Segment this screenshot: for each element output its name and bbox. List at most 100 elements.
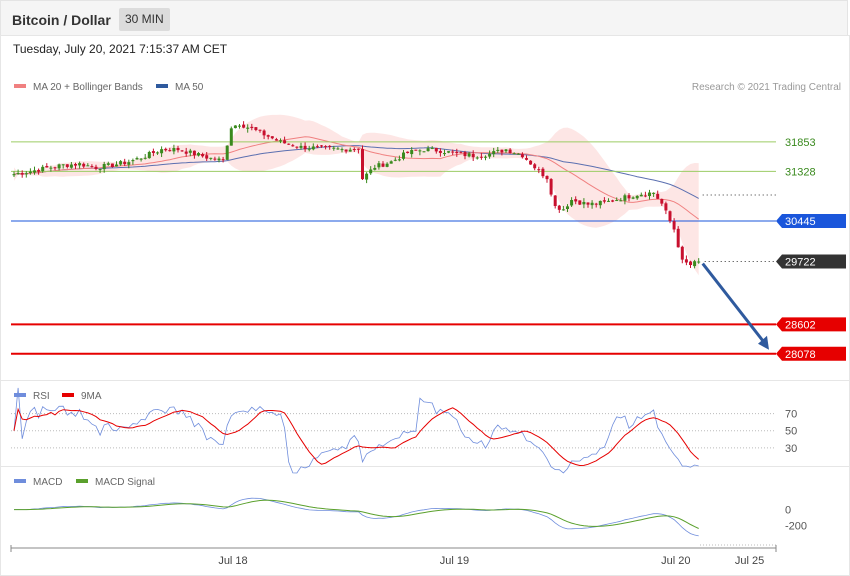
candle-body [143,157,147,159]
candle-body [443,153,446,155]
candle-body [184,151,188,154]
candle-body [451,151,455,153]
candle-body [648,192,651,197]
candle-body [328,145,332,147]
time-tick-jul-18: Jul 18 [218,555,247,567]
candle-body [664,203,668,211]
candle-body [127,162,131,165]
candle-body [28,171,32,173]
candle-body [430,147,434,149]
candle-body [455,151,459,154]
candle-body [623,195,627,201]
candle-body [484,156,487,158]
candle-body [356,148,360,150]
candle-body [283,140,287,144]
candle-body [549,179,553,195]
candle-body [33,170,36,173]
candle-body [541,168,545,177]
candle-body [410,150,414,155]
candle-body [238,125,241,127]
candlesticks [12,121,701,269]
candle-body [315,146,319,148]
candle-body [615,200,619,202]
candle-body [176,147,180,151]
candle-body [406,151,410,153]
candle-body [426,148,430,152]
ma50-legend-label: MA 50 [175,82,204,93]
candle-body [393,159,397,161]
candle-body [49,167,53,169]
candle-body [65,164,69,167]
level-28078-label: 28078 [785,349,816,361]
candle-body [639,194,643,197]
candle-body [533,164,537,169]
candle-body [545,175,549,180]
level-28078-tag [776,346,846,361]
ma20-legend-label: MA 20 + Bollinger Bands [33,82,143,93]
rsi-panel: 70 50 30 [11,387,797,474]
macd-line [13,497,699,537]
time-tick-jul-19: Jul 19 [440,555,469,567]
candle-body [574,199,578,202]
candle-body [652,192,656,194]
candle-body [500,149,504,153]
candle-body [635,195,639,199]
candle-body [365,173,369,180]
candle-body [287,143,291,145]
candle-body [561,209,565,211]
candle-body [672,221,676,230]
chart-header: Bitcoin / Dollar 30 MIN [0,0,848,35]
candle-body [160,149,164,154]
candle-body [156,152,159,154]
candle-body [361,149,364,180]
candle-body [631,197,635,199]
candle-body [258,129,262,131]
macd-legend-label: MACD [33,477,62,488]
candle-body [336,148,340,150]
candle-body [246,127,250,129]
candle-body [266,135,270,137]
candle-body [209,157,213,159]
candle-body [123,161,127,165]
candle-body [492,151,496,155]
candle-body [525,158,528,160]
candle-body [213,158,217,160]
candle-body [24,173,28,175]
forecast-arrow-shaft [701,262,768,346]
candle-body [602,200,606,202]
candle-body [389,161,393,164]
candle-body [377,163,381,168]
time-tick-jul-25: Jul 25 [735,555,764,567]
candle-body [447,151,451,153]
candle-body [201,154,205,157]
candle-body [41,166,45,172]
candle-body [467,153,471,157]
candle-body [303,145,307,150]
candle-body [397,159,401,161]
macd-signal-legend-swatch [76,479,88,483]
candle-body [348,149,352,152]
candle-body [598,200,602,206]
candle-body [668,211,672,222]
candle-body [656,193,660,199]
macd-level-label--200: -200 [785,520,807,532]
macd-signal-legend-label: MACD Signal [95,477,155,488]
candle-body [422,151,426,153]
candle-body [274,139,278,141]
candle-body [385,163,389,167]
candle-body [418,150,422,152]
candle-body [115,164,118,167]
candle-body [332,147,336,149]
candle-body [689,261,692,266]
candle-body [242,124,246,128]
candle-body [594,203,598,205]
candle-body [369,169,373,174]
candle-body [684,259,688,263]
candle-body [20,173,24,175]
level-28602-tag [776,317,846,332]
interval-button[interactable]: 30 MIN [119,8,170,31]
candle-body [463,152,467,157]
candle-body [78,163,82,166]
candle-body [69,164,73,168]
